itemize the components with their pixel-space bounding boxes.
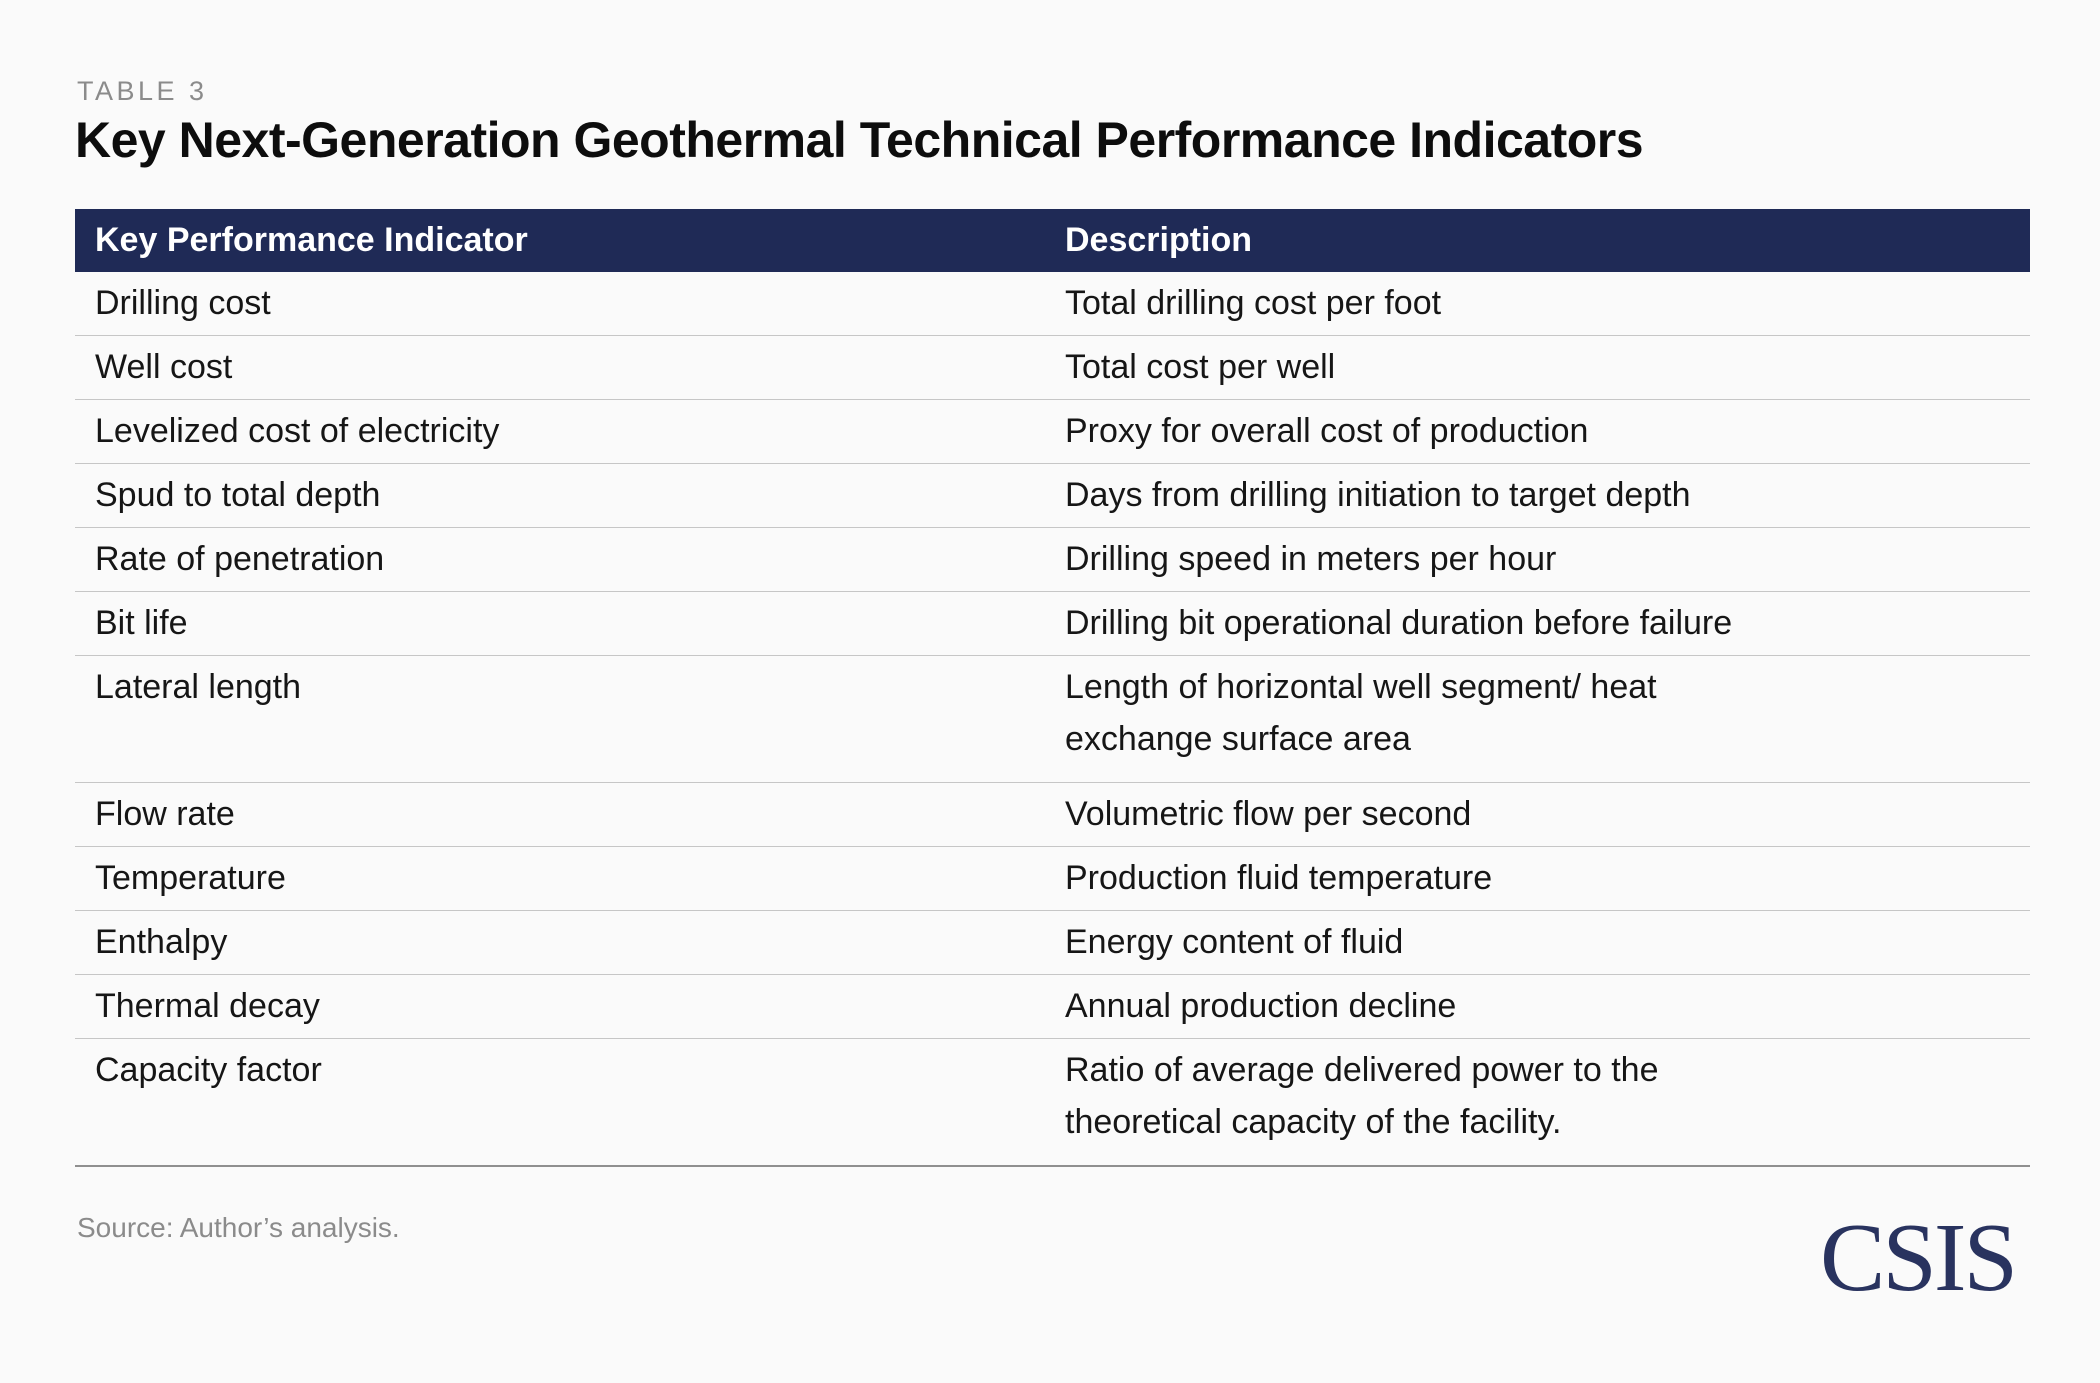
- header-key-performance-indicator: Key Performance Indicator: [75, 209, 1045, 272]
- table-title: Key Next-Generation Geothermal Technical…: [75, 112, 1644, 168]
- description-cell: Length of horizontal well segment/ heat …: [1045, 655, 2030, 783]
- description-cell: Volumetric flow per second: [1045, 782, 2030, 847]
- table-number-label: TABLE 3: [77, 76, 208, 106]
- table-row: Capacity factor Ratio of average delivere…: [75, 1038, 2030, 1167]
- header-description: Description: [1045, 209, 2030, 272]
- kpi-cell: Thermal decay: [75, 974, 1045, 1039]
- table-row: Well cost Total cost per well: [75, 335, 2030, 400]
- table-row: Rate of penetration Drilling speed in met…: [75, 527, 2030, 592]
- table-header-row: Key Performance Indicator Description: [75, 209, 2030, 272]
- description-cell: Proxy for overall cost of production: [1045, 399, 2030, 464]
- table-row: Thermal decay Annual production decline: [75, 974, 2030, 1039]
- description-cell: Annual production decline: [1045, 974, 2030, 1039]
- description-cell: Days from drilling initiation to target …: [1045, 463, 2030, 528]
- description-cell: Drilling speed in meters per hour: [1045, 527, 2030, 592]
- kpi-cell: Capacity factor: [75, 1038, 1045, 1167]
- source-note: Source: Author’s analysis.: [77, 1212, 400, 1243]
- table-row: Levelized cost of electricity Proxy for o…: [75, 399, 2030, 464]
- description-cell: Total cost per well: [1045, 335, 2030, 400]
- kpi-cell: Levelized cost of electricity: [75, 399, 1045, 464]
- kpi-cell: Flow rate: [75, 782, 1045, 847]
- kpi-cell: Rate of penetration: [75, 527, 1045, 592]
- csis-logo: CSIS: [1820, 1204, 2018, 1312]
- kpi-cell: Bit life: [75, 591, 1045, 656]
- description-cell: Drilling bit operational duration before…: [1045, 591, 2030, 656]
- description-cell: Total drilling cost per foot: [1065, 284, 1442, 322]
- kpi-cell: Well cost: [75, 335, 1045, 400]
- description-cell: Ratio of average delivered power to the …: [1045, 1038, 2030, 1167]
- table-row: Flow rate Volumetric flow per second: [75, 782, 2030, 847]
- table-row: Drilling cost Total drilling cost per foo…: [75, 272, 2030, 336]
- kpi-cell: Temperature: [75, 846, 1045, 911]
- table-row: Spud to total depth Days from drilling in…: [75, 463, 2030, 528]
- table-row: Enthalpy Energy content of fluid: [75, 910, 2030, 975]
- kpi-table: Key Performance Indicator Description Dr…: [75, 209, 2030, 1167]
- table-row: Bit life Drilling bit operational duratio…: [75, 591, 2030, 656]
- description-cell: Energy content of fluid: [1045, 910, 2030, 975]
- table-row: Lateral length Length of horizontal well …: [75, 655, 2030, 783]
- kpi-cell: Drilling cost: [95, 284, 271, 322]
- table-row: Temperature Production fluid temperature: [75, 846, 2030, 911]
- kpi-cell: Spud to total depth: [75, 463, 1045, 528]
- kpi-cell: Enthalpy: [75, 910, 1045, 975]
- kpi-cell: Lateral length: [75, 655, 1045, 783]
- description-cell: Production fluid temperature: [1045, 846, 2030, 911]
- table-body: Drilling cost Total drilling cost per foo…: [75, 272, 2030, 1167]
